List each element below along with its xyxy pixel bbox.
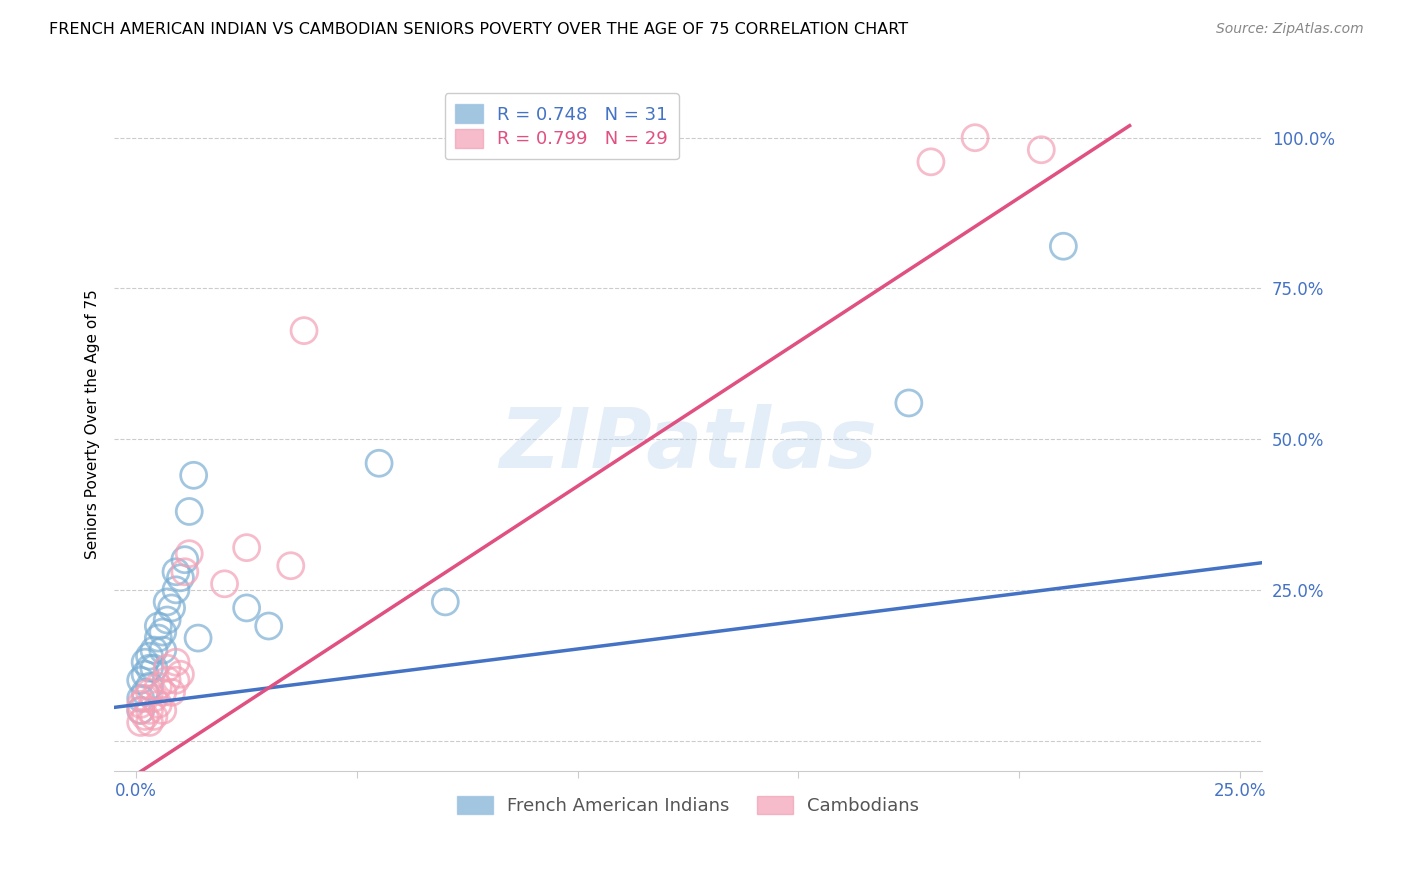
Point: [142, 643, 165, 657]
Point: [134, 667, 156, 681]
Point: [148, 698, 170, 712]
Point: [156, 613, 179, 627]
Point: [134, 655, 156, 669]
Point: [160, 685, 183, 699]
Point: [920, 154, 942, 169]
Point: [1052, 239, 1074, 253]
Point: [129, 715, 152, 730]
Text: ZIPatlas: ZIPatlas: [499, 404, 877, 485]
Y-axis label: Seniors Poverty Over the Age of 75: Seniors Poverty Over the Age of 75: [86, 289, 100, 559]
Point: [187, 631, 209, 645]
Point: [134, 691, 156, 706]
Text: Source: ZipAtlas.com: Source: ZipAtlas.com: [1216, 22, 1364, 37]
Point: [292, 324, 315, 338]
Point: [138, 685, 160, 699]
Point: [235, 601, 257, 615]
Point: [134, 709, 156, 723]
Point: [179, 504, 201, 518]
Point: [152, 625, 174, 640]
Point: [138, 703, 160, 717]
Point: [129, 698, 152, 712]
Point: [138, 715, 160, 730]
Point: [152, 643, 174, 657]
Point: [142, 661, 165, 675]
Point: [156, 661, 179, 675]
Point: [368, 456, 391, 470]
Point: [152, 685, 174, 699]
Point: [129, 691, 152, 706]
Point: [235, 541, 257, 555]
Point: [897, 396, 920, 410]
Point: [165, 582, 187, 597]
Point: [148, 619, 170, 633]
Point: [183, 468, 205, 483]
Point: [142, 709, 165, 723]
Point: [129, 673, 152, 688]
Point: [257, 619, 280, 633]
Point: [173, 552, 195, 566]
Point: [160, 601, 183, 615]
Point: [148, 631, 170, 645]
Point: [965, 130, 987, 145]
Point: [156, 673, 179, 688]
Point: [152, 703, 174, 717]
Point: [169, 571, 191, 585]
Legend: French American Indians, Cambodians: French American Indians, Cambodians: [447, 787, 928, 824]
Point: [156, 595, 179, 609]
Text: FRENCH AMERICAN INDIAN VS CAMBODIAN SENIORS POVERTY OVER THE AGE OF 75 CORRELATI: FRENCH AMERICAN INDIAN VS CAMBODIAN SENI…: [49, 22, 908, 37]
Point: [179, 547, 201, 561]
Point: [142, 691, 165, 706]
Point: [165, 565, 187, 579]
Point: [134, 685, 156, 699]
Point: [165, 655, 187, 669]
Point: [1031, 143, 1053, 157]
Point: [173, 565, 195, 579]
Point: [138, 649, 160, 664]
Point: [129, 703, 152, 717]
Point: [138, 679, 160, 693]
Point: [434, 595, 457, 609]
Point: [280, 558, 302, 573]
Point: [165, 673, 187, 688]
Point: [129, 703, 152, 717]
Point: [148, 679, 170, 693]
Point: [138, 661, 160, 675]
Point: [169, 667, 191, 681]
Point: [214, 577, 236, 591]
